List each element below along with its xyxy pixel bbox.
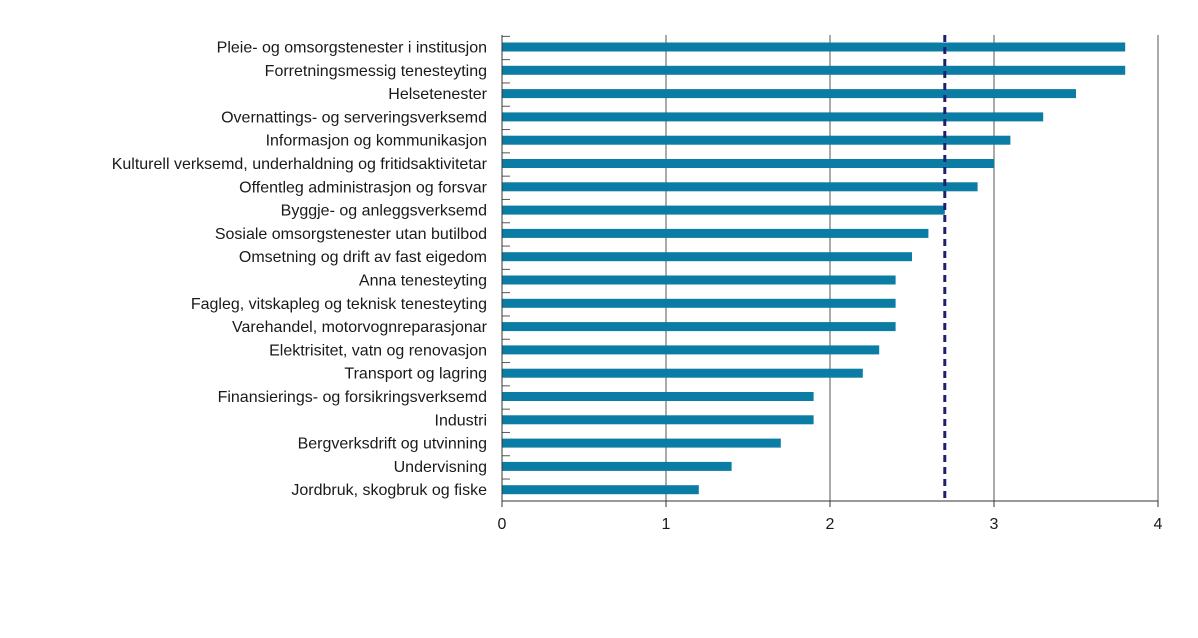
bar (502, 461, 732, 471)
bar (502, 159, 994, 168)
category-label: Omsetning og drift av fast eigedom (239, 249, 487, 266)
bar (502, 392, 814, 401)
bar (502, 135, 1011, 145)
bar (502, 415, 814, 425)
gridlines (665, 35, 1159, 501)
category-label: Anna tenesteyting (359, 273, 487, 290)
category-label: Offentleg administrasjon og forsvar (239, 179, 488, 196)
bar (502, 205, 945, 215)
x-tick-label: 0 (498, 516, 507, 533)
category-label: Kulturell verksemd, underhaldning og fri… (112, 156, 488, 173)
bar (502, 438, 781, 448)
category-label: Industri (435, 412, 487, 429)
bar (502, 65, 1126, 75)
category-label: Undervisning (394, 459, 487, 476)
bar (502, 485, 699, 495)
axes (501, 35, 1159, 507)
bar (502, 112, 1044, 122)
category-label: Fagleg, vitskapleg og teknisk tenesteyti… (191, 296, 487, 313)
category-labels: Pleie- og omsorgstenester i institusjon F… (112, 40, 488, 500)
category-label: Sosiale omsorgstenester utan butilbod (215, 226, 487, 243)
category-label: Forretningsmessig tenesteyting (265, 63, 487, 80)
bar (502, 322, 896, 332)
category-label: Finansierings- og forsikringsverksemd (218, 389, 487, 406)
category-label: Pleie- og omsorgstenester i institusjon (217, 40, 487, 57)
category-label: Varehandel, motorvognreparasjonar (232, 319, 488, 336)
bar (502, 368, 863, 378)
category-label: Bergverksdrift og utvinning (298, 436, 487, 453)
category-label: Jordbruk, skogbruk og fiske (291, 482, 487, 499)
bar (502, 42, 1126, 52)
bars (502, 42, 1126, 495)
x-tick-label: 2 (826, 516, 835, 533)
category-label: Elektrisitet, vatn og renovasjon (269, 342, 487, 359)
category-label: Informasjon og kommunikasjon (266, 133, 487, 150)
bar (502, 252, 912, 262)
category-label: Overnattings- og serveringsverksemd (221, 109, 487, 126)
x-tick-labels: 0 1 2 3 4 (498, 516, 1163, 533)
category-label: Helsetenester (388, 86, 487, 103)
bar (502, 182, 978, 192)
bar (502, 89, 1076, 99)
x-tick-label: 1 (662, 516, 671, 533)
category-label: Byggje- og anleggsverksemd (281, 203, 487, 220)
category-label: Transport og lagring (344, 366, 487, 383)
bar (502, 275, 896, 285)
bar (502, 345, 880, 355)
bar (502, 298, 896, 308)
x-tick-label: 4 (1154, 516, 1163, 533)
x-tick-label: 3 (990, 516, 999, 533)
bar (502, 228, 929, 238)
